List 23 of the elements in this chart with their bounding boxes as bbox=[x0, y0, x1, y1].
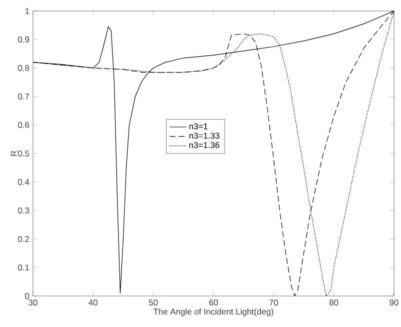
x-tick-label: 70 bbox=[269, 300, 278, 306]
y-tick-label: 0.5 bbox=[18, 150, 30, 156]
y-tick-label: 1 bbox=[25, 8, 30, 14]
x-tick-label: 40 bbox=[88, 300, 98, 306]
y-axis-title: R bbox=[11, 150, 17, 156]
legend-label: n3=1.33 bbox=[189, 132, 220, 139]
y-tick-label: 0 bbox=[25, 293, 30, 299]
legend-label: n3=1.36 bbox=[189, 142, 220, 148]
x-axis-title: The Angle of Incident Light(deg) bbox=[153, 308, 274, 316]
y-tick-label: 0.4 bbox=[18, 179, 30, 185]
x-tick-label: 60 bbox=[209, 300, 218, 306]
y-tick-label: 0.7 bbox=[18, 94, 30, 100]
y-tick-label: 0.9 bbox=[18, 36, 30, 42]
x-tick-label: 30 bbox=[28, 300, 38, 306]
legend-label: n3=1 bbox=[189, 123, 208, 130]
y-tick-label: 0.3 bbox=[18, 208, 30, 214]
y-tick-label: 0.8 bbox=[18, 65, 30, 71]
y-tick-label: 0.6 bbox=[18, 122, 30, 128]
y-tick-label: 0.2 bbox=[18, 236, 30, 242]
y-tick-label: 0.1 bbox=[18, 264, 30, 270]
x-tick-label: 80 bbox=[329, 300, 338, 306]
x-tick-label: 50 bbox=[148, 300, 158, 306]
x-tick-label: 90 bbox=[390, 300, 398, 306]
